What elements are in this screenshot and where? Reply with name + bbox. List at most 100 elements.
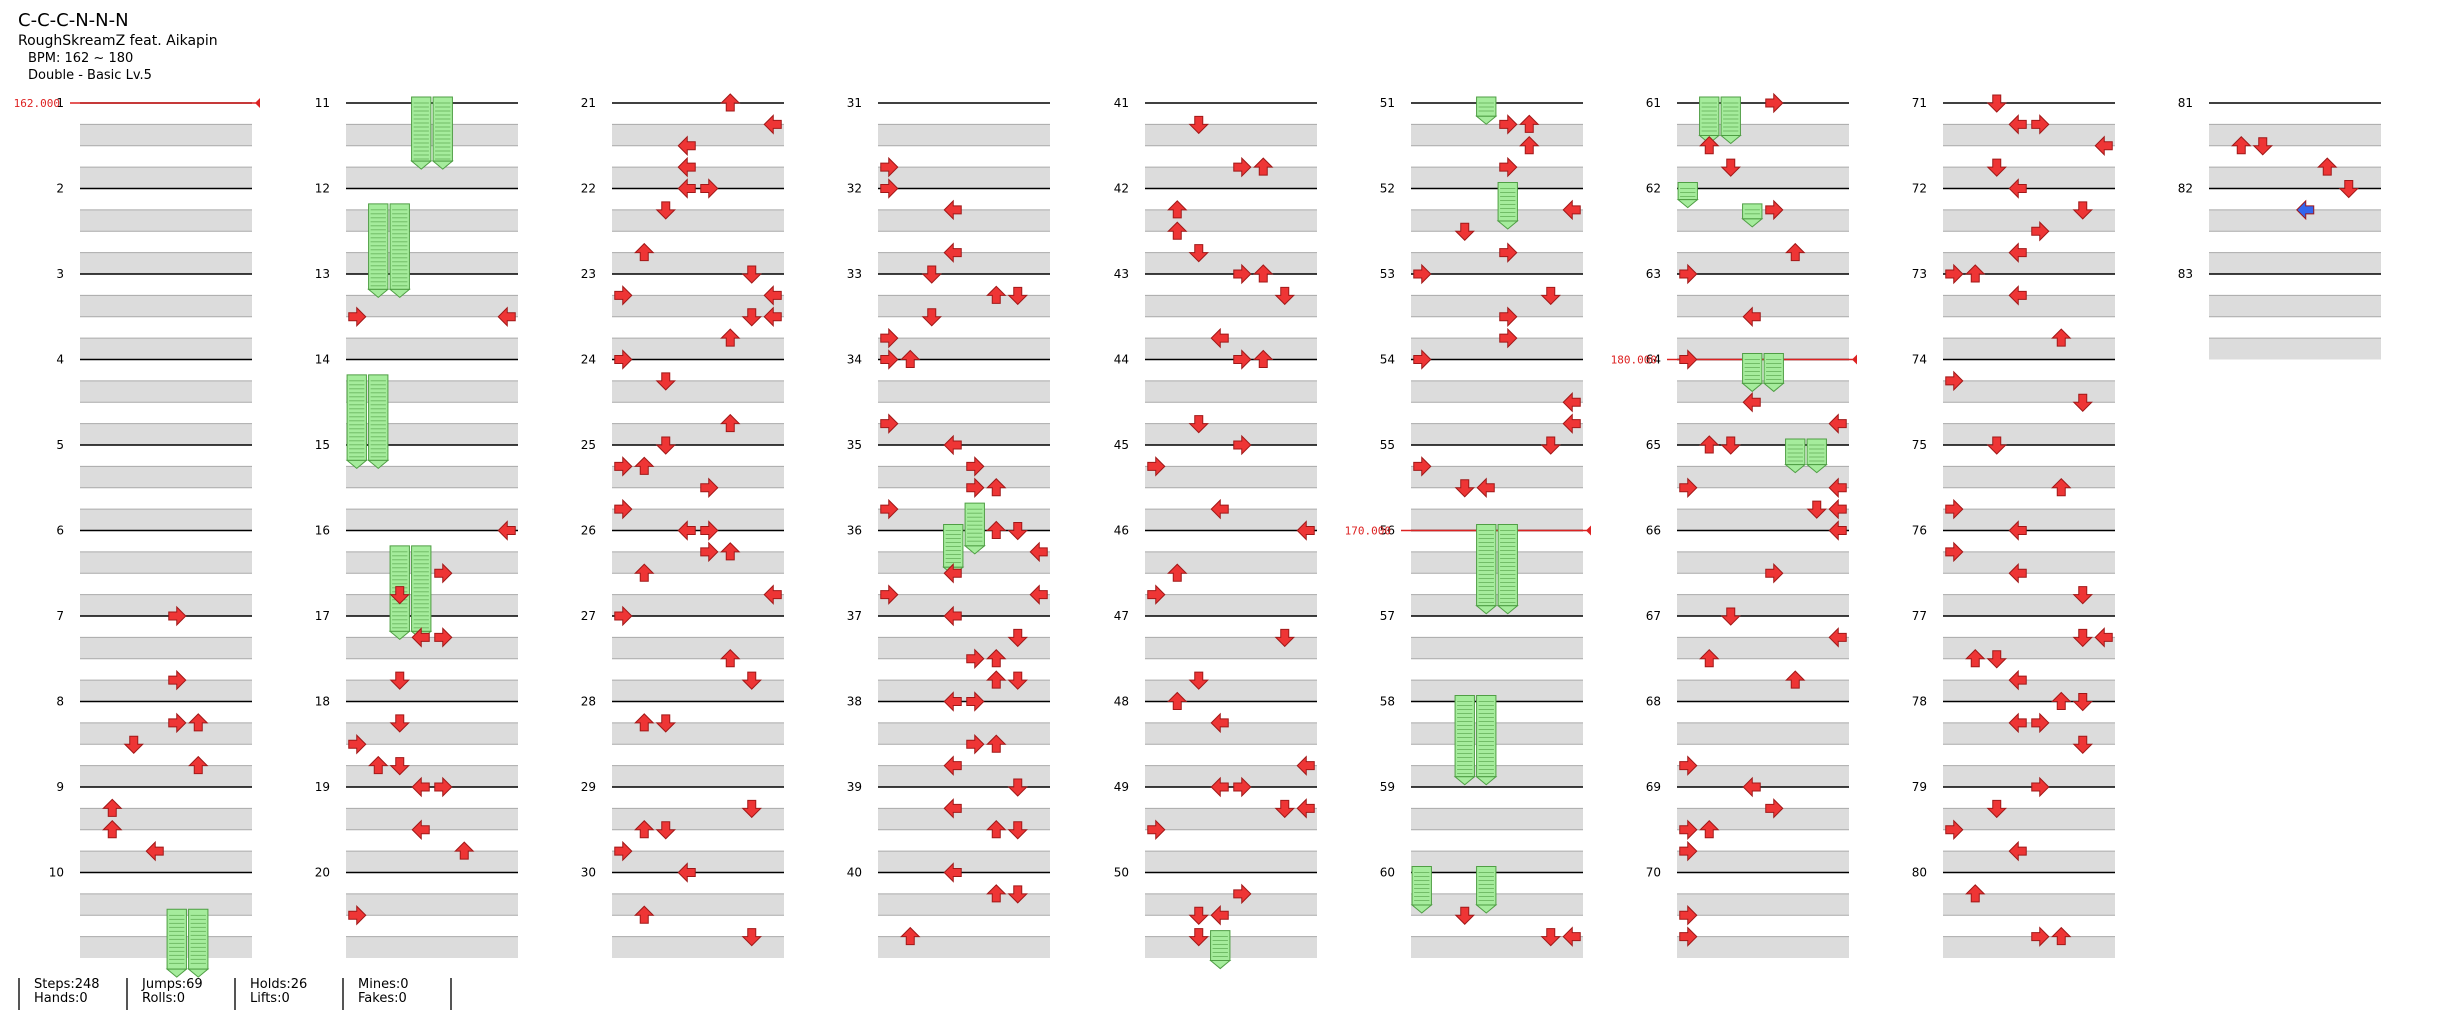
hold-note-icon — [345, 374, 368, 470]
measure-46: 46 — [1114, 524, 1317, 616]
beat-row — [80, 423, 252, 445]
beat-row — [1411, 338, 1583, 360]
beat-row — [1145, 551, 1317, 574]
beat-row — [1677, 380, 1849, 403]
measure-52: 52 — [1380, 182, 1583, 274]
measure-number: 13 — [315, 267, 330, 281]
measure-12: 12 — [315, 182, 518, 274]
beat-row — [80, 573, 252, 595]
beat-row — [1677, 551, 1849, 574]
measure-80: 80 — [1912, 866, 2115, 958]
song-title: C-C-C-N-N-N — [18, 10, 129, 31]
beat-row — [612, 252, 784, 274]
measure-10: 10 — [49, 866, 252, 958]
beat-row — [346, 872, 518, 894]
bpm-label: 180.000 — [1611, 354, 1657, 367]
beat-row — [1411, 167, 1583, 189]
beat-row — [612, 893, 784, 916]
measure-number: 24 — [581, 353, 596, 367]
beat-row — [1145, 573, 1317, 595]
measure-number: 36 — [847, 524, 862, 538]
measure-number: 64 — [1646, 353, 1661, 367]
beat-row — [1145, 466, 1317, 488]
measure-number: 68 — [1646, 695, 1661, 709]
measure-27: 27 — [581, 609, 784, 702]
measure-70: 70 — [1646, 866, 1849, 958]
measure-number: 16 — [315, 524, 330, 538]
measure-number: 52 — [1380, 182, 1395, 196]
beat-row — [1145, 808, 1317, 830]
beat-row — [2209, 188, 2381, 210]
beat-row — [1677, 872, 1849, 894]
beat-row — [346, 637, 518, 659]
beat-row — [1145, 872, 1317, 894]
song-header: C-C-C-N-N-N RoughSkreamZ feat. Aikapin B… — [18, 10, 218, 84]
beat-row — [612, 103, 784, 125]
bpm-tick — [255, 98, 260, 108]
hold-note-icon — [1475, 695, 1498, 786]
beat-row — [1411, 680, 1583, 702]
hold-note-icon — [410, 545, 433, 641]
beat-row — [1677, 808, 1849, 830]
beat-row — [1411, 316, 1583, 339]
measure-51: 51 — [1380, 96, 1583, 189]
stat-group-holds: Holds:26 Lifts:0 — [234, 978, 307, 1010]
beat-row — [1943, 103, 2115, 125]
beat-row — [1677, 701, 1849, 723]
beat-row — [346, 573, 518, 595]
beat-row — [1145, 188, 1317, 210]
measure-8: 8 — [56, 695, 252, 787]
beat-row — [1943, 551, 2115, 574]
hold-note-icon — [165, 908, 188, 978]
beat-row — [878, 829, 1050, 852]
measure-68: 68 — [1646, 695, 1849, 787]
beat-row — [878, 915, 1050, 937]
beat-row — [346, 103, 518, 125]
measure-number: 74 — [1912, 353, 1927, 367]
measure-number: 35 — [847, 438, 862, 452]
beat-row — [612, 872, 784, 894]
measure-number: 26 — [581, 524, 596, 538]
beat-row — [1411, 145, 1583, 168]
beat-row — [80, 851, 252, 873]
beat-row — [80, 722, 252, 745]
beat-row — [346, 594, 518, 616]
beat-row — [1943, 402, 2115, 424]
beat-row — [1677, 145, 1849, 168]
beat-row — [1145, 616, 1317, 638]
beat-row — [80, 744, 252, 766]
measure-25: 25 — [581, 438, 784, 531]
measure-13: 13 — [315, 267, 518, 360]
beat-row — [80, 509, 252, 531]
stat-fakes: Fakes:0 — [358, 991, 407, 1006]
measure-number: 76 — [1912, 524, 1927, 538]
beat-row — [1943, 787, 2115, 809]
beat-row — [612, 829, 784, 852]
measure-number: 48 — [1114, 695, 1129, 709]
measure-number: 21 — [581, 96, 596, 110]
beat-row — [1411, 295, 1583, 317]
stat-group-mines: Mines:0 Fakes:0 — [342, 978, 409, 1010]
beat-row — [1145, 765, 1317, 787]
beat-row — [346, 231, 518, 253]
beat-row — [2209, 209, 2381, 232]
beat-row — [1943, 359, 2115, 381]
bpm-tick — [1586, 525, 1591, 536]
beat-row — [1411, 722, 1583, 745]
bpm-marker-icon: 162.000 — [14, 97, 260, 110]
beat-row — [1943, 573, 2115, 595]
measure-number: 22 — [581, 182, 596, 196]
beat-row — [2209, 231, 2381, 253]
measure-number: 81 — [2178, 96, 2193, 110]
beat-row — [1943, 851, 2115, 873]
measure-number: 77 — [1912, 609, 1927, 623]
beat-row — [612, 359, 784, 381]
measure-number: 40 — [847, 866, 862, 880]
measure-63: 63 — [1646, 267, 1849, 360]
beat-row — [1145, 252, 1317, 274]
beat-row — [878, 359, 1050, 381]
beat-row — [1411, 872, 1583, 894]
measure-19: 19 — [315, 780, 518, 873]
beat-row — [1943, 167, 2115, 189]
beat-row — [1145, 744, 1317, 766]
